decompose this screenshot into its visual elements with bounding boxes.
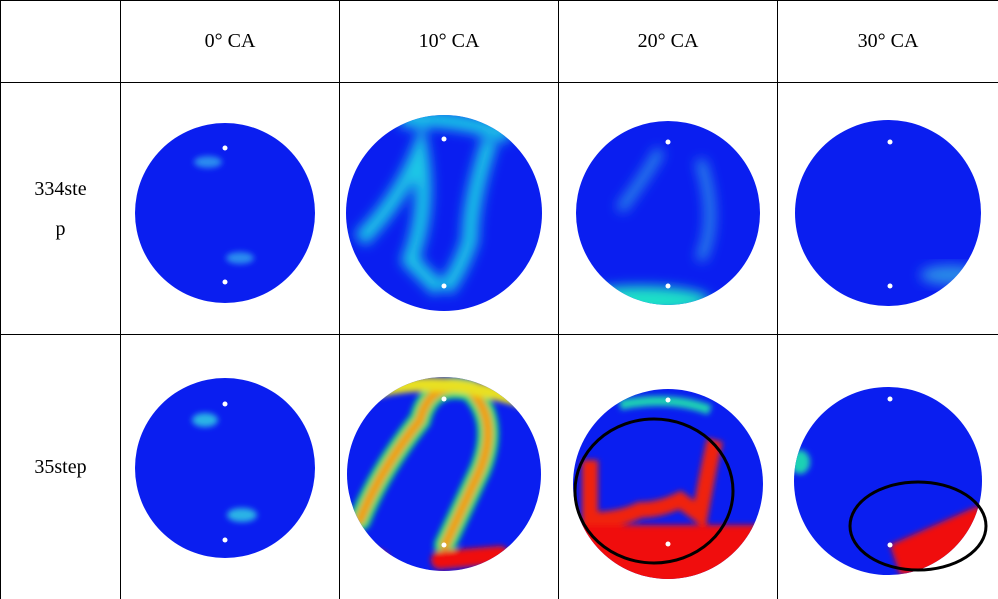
page: 0° CA 10° CA 20° CA 30° CA 334step 35ste… — [0, 0, 998, 599]
contour-image — [795, 120, 981, 306]
contour-image — [570, 389, 770, 585]
contour-image — [790, 387, 990, 575]
column-header: 20° CA — [559, 0, 777, 82]
column-header: 0° CA — [121, 0, 339, 82]
column-header: 30° CA — [778, 0, 998, 82]
row-header: 35step — [1, 335, 120, 599]
row-header-cell: 334step — [1, 83, 120, 334]
contour-image — [135, 378, 315, 558]
figure-grid — [0, 0, 998, 599]
contour-image — [135, 123, 315, 303]
column-header: 10° CA — [340, 0, 558, 82]
contour-image — [570, 121, 760, 314]
row-header: 334step — [33, 169, 89, 249]
contour-image — [347, 377, 541, 571]
contour-image — [346, 115, 542, 311]
